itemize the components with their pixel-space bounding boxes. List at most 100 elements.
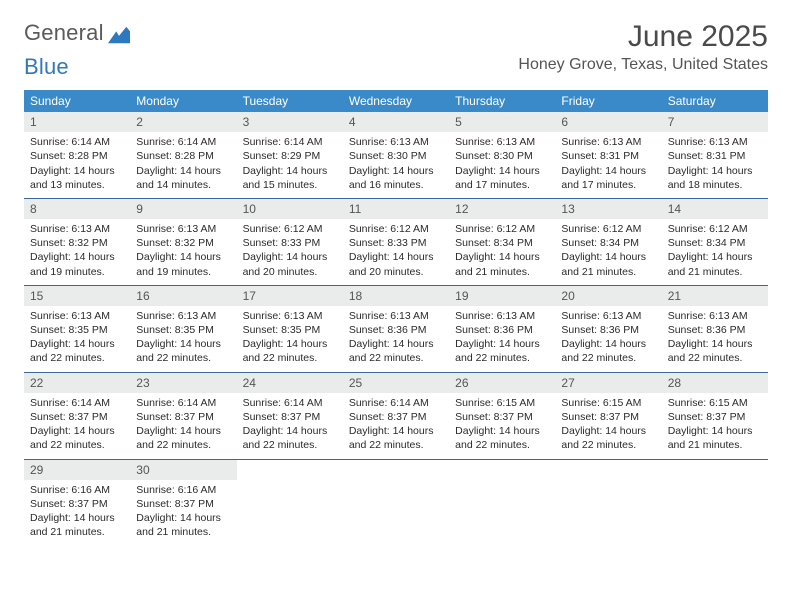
day-body: Sunrise: 6:15 AMSunset: 8:37 PMDaylight:… xyxy=(449,396,555,453)
day-cell: 20Sunrise: 6:13 AMSunset: 8:36 PMDayligh… xyxy=(555,286,661,372)
day-cell-empty xyxy=(555,460,661,546)
daylight-text: Daylight: 14 hours and 21 minutes. xyxy=(668,424,762,452)
day-number: 14 xyxy=(662,199,768,219)
day-body: Sunrise: 6:13 AMSunset: 8:32 PMDaylight:… xyxy=(130,222,236,279)
sunrise-text: Sunrise: 6:12 AM xyxy=(349,222,443,236)
day-body: Sunrise: 6:12 AMSunset: 8:34 PMDaylight:… xyxy=(555,222,661,279)
day-number: 2 xyxy=(130,112,236,132)
sunrise-text: Sunrise: 6:13 AM xyxy=(349,309,443,323)
day-number: 13 xyxy=(555,199,661,219)
day-body: Sunrise: 6:12 AMSunset: 8:33 PMDaylight:… xyxy=(237,222,343,279)
day-cell: 23 Sunrise: 6:14 AMSunset: 8:37 PMDayligh… xyxy=(130,373,236,459)
day-body: Sunrise: 6:13 AMSunset: 8:30 PMDaylight:… xyxy=(343,135,449,192)
day-number: 17 xyxy=(237,286,343,306)
sunrise-text: Sunrise: 6:15 AM xyxy=(561,396,655,410)
sunset-text: Sunset: 8:36 PM xyxy=(349,323,443,337)
sunset-text: Sunset: 8:37 PM xyxy=(455,410,549,424)
sunrise-text: Sunrise: 6:14 AM xyxy=(136,135,230,149)
day-number: 22 xyxy=(24,373,130,393)
daylight-text: Daylight: 14 hours and 22 minutes. xyxy=(455,337,549,365)
sunrise-text: Sunrise: 6:13 AM xyxy=(30,222,124,236)
logo-word1: General xyxy=(24,20,104,46)
day-number: 18 xyxy=(343,286,449,306)
daylight-text: Daylight: 14 hours and 20 minutes. xyxy=(243,250,337,278)
sunset-text: Sunset: 8:37 PM xyxy=(30,497,124,511)
sunset-text: Sunset: 8:37 PM xyxy=(30,410,124,424)
day-number: 27 xyxy=(555,373,661,393)
sunrise-text: Sunrise: 6:13 AM xyxy=(349,135,443,149)
day-body: Sunrise: 6:13 AMSunset: 8:36 PMDaylight:… xyxy=(343,309,449,366)
daylight-text: Daylight: 14 hours and 22 minutes. xyxy=(243,337,337,365)
day-number: 10 xyxy=(237,199,343,219)
sunrise-text: Sunrise: 6:13 AM xyxy=(136,309,230,323)
day-number: 3 xyxy=(237,112,343,132)
day-body: Sunrise: 6:14 AMSunset: 8:37 PMDaylight:… xyxy=(130,396,236,453)
day-cell: 2 Sunrise: 6:14 AMSunset: 8:28 PMDaylight… xyxy=(130,112,236,198)
day-number: 6 xyxy=(555,112,661,132)
day-cell: 25Sunrise: 6:14 AMSunset: 8:37 PMDayligh… xyxy=(343,373,449,459)
weekday-thursday: Thursday xyxy=(449,90,555,112)
sunrise-text: Sunrise: 6:13 AM xyxy=(561,309,655,323)
daylight-text: Daylight: 14 hours and 22 minutes. xyxy=(30,337,124,365)
day-body: Sunrise: 6:14 AMSunset: 8:28 PMDaylight:… xyxy=(24,135,130,192)
sunrise-text: Sunrise: 6:14 AM xyxy=(30,135,124,149)
daylight-text: Daylight: 14 hours and 22 minutes. xyxy=(668,337,762,365)
daylight-text: Daylight: 14 hours and 21 minutes. xyxy=(668,250,762,278)
sunset-text: Sunset: 8:35 PM xyxy=(30,323,124,337)
daylight-text: Daylight: 14 hours and 19 minutes. xyxy=(30,250,124,278)
week-row: 15Sunrise: 6:13 AMSunset: 8:35 PMDayligh… xyxy=(24,286,768,373)
sunset-text: Sunset: 8:37 PM xyxy=(349,410,443,424)
sunset-text: Sunset: 8:37 PM xyxy=(561,410,655,424)
sunrise-text: Sunrise: 6:15 AM xyxy=(455,396,549,410)
week-row: 29Sunrise: 6:16 AMSunset: 8:37 PMDayligh… xyxy=(24,460,768,546)
day-body: Sunrise: 6:13 AMSunset: 8:35 PMDaylight:… xyxy=(130,309,236,366)
sunset-text: Sunset: 8:30 PM xyxy=(349,149,443,163)
sunrise-text: Sunrise: 6:13 AM xyxy=(455,135,549,149)
daylight-text: Daylight: 14 hours and 13 minutes. xyxy=(30,164,124,192)
day-cell: 19Sunrise: 6:13 AMSunset: 8:36 PMDayligh… xyxy=(449,286,555,372)
calendar: SundayMondayTuesdayWednesdayThursdayFrid… xyxy=(24,90,768,545)
day-body: Sunrise: 6:13 AMSunset: 8:30 PMDaylight:… xyxy=(449,135,555,192)
weekday-monday: Monday xyxy=(130,90,236,112)
day-body: Sunrise: 6:14 AMSunset: 8:28 PMDaylight:… xyxy=(130,135,236,192)
day-cell-empty xyxy=(237,460,343,546)
sunset-text: Sunset: 8:35 PM xyxy=(243,323,337,337)
daylight-text: Daylight: 14 hours and 22 minutes. xyxy=(136,337,230,365)
day-body: Sunrise: 6:13 AMSunset: 8:35 PMDaylight:… xyxy=(237,309,343,366)
sunrise-text: Sunrise: 6:12 AM xyxy=(243,222,337,236)
logo: General xyxy=(24,20,130,46)
sunset-text: Sunset: 8:36 PM xyxy=(668,323,762,337)
day-body: Sunrise: 6:16 AMSunset: 8:37 PMDaylight:… xyxy=(24,483,130,540)
day-cell: 7Sunrise: 6:13 AMSunset: 8:31 PMDaylight… xyxy=(662,112,768,198)
title-block: June 2025 Honey Grove, Texas, United Sta… xyxy=(518,20,768,74)
week-row: 22Sunrise: 6:14 AMSunset: 8:37 PMDayligh… xyxy=(24,373,768,460)
day-cell: 12Sunrise: 6:12 AMSunset: 8:34 PMDayligh… xyxy=(449,199,555,285)
weekday-saturday: Saturday xyxy=(662,90,768,112)
day-number: 26 xyxy=(449,373,555,393)
day-cell: 22Sunrise: 6:14 AMSunset: 8:37 PMDayligh… xyxy=(24,373,130,459)
day-body: Sunrise: 6:13 AMSunset: 8:36 PMDaylight:… xyxy=(662,309,768,366)
day-body: Sunrise: 6:13 AMSunset: 8:31 PMDaylight:… xyxy=(662,135,768,192)
weekday-tuesday: Tuesday xyxy=(237,90,343,112)
weekday-row: SundayMondayTuesdayWednesdayThursdayFrid… xyxy=(24,90,768,112)
weekday-friday: Friday xyxy=(555,90,661,112)
daylight-text: Daylight: 14 hours and 22 minutes. xyxy=(243,424,337,452)
daylight-text: Daylight: 14 hours and 22 minutes. xyxy=(561,424,655,452)
sunrise-text: Sunrise: 6:13 AM xyxy=(668,135,762,149)
day-cell: 18 Sunrise: 6:13 AMSunset: 8:36 PMDayligh… xyxy=(343,286,449,372)
day-body: Sunrise: 6:15 AMSunset: 8:37 PMDaylight:… xyxy=(555,396,661,453)
sunset-text: Sunset: 8:37 PM xyxy=(136,410,230,424)
day-number: 28 xyxy=(662,373,768,393)
daylight-text: Daylight: 14 hours and 22 minutes. xyxy=(561,337,655,365)
sunset-text: Sunset: 8:29 PM xyxy=(243,149,337,163)
sunset-text: Sunset: 8:34 PM xyxy=(561,236,655,250)
day-cell: 27 Sunrise: 6:15 AMSunset: 8:37 PMDayligh… xyxy=(555,373,661,459)
logo-word2: Blue xyxy=(24,54,69,80)
day-number: 20 xyxy=(555,286,661,306)
day-number: 25 xyxy=(343,373,449,393)
weekday-sunday: Sunday xyxy=(24,90,130,112)
day-body: Sunrise: 6:14 AMSunset: 8:29 PMDaylight:… xyxy=(237,135,343,192)
day-number: 23 xyxy=(130,373,236,393)
daylight-text: Daylight: 14 hours and 17 minutes. xyxy=(455,164,549,192)
day-body: Sunrise: 6:12 AMSunset: 8:34 PMDaylight:… xyxy=(449,222,555,279)
